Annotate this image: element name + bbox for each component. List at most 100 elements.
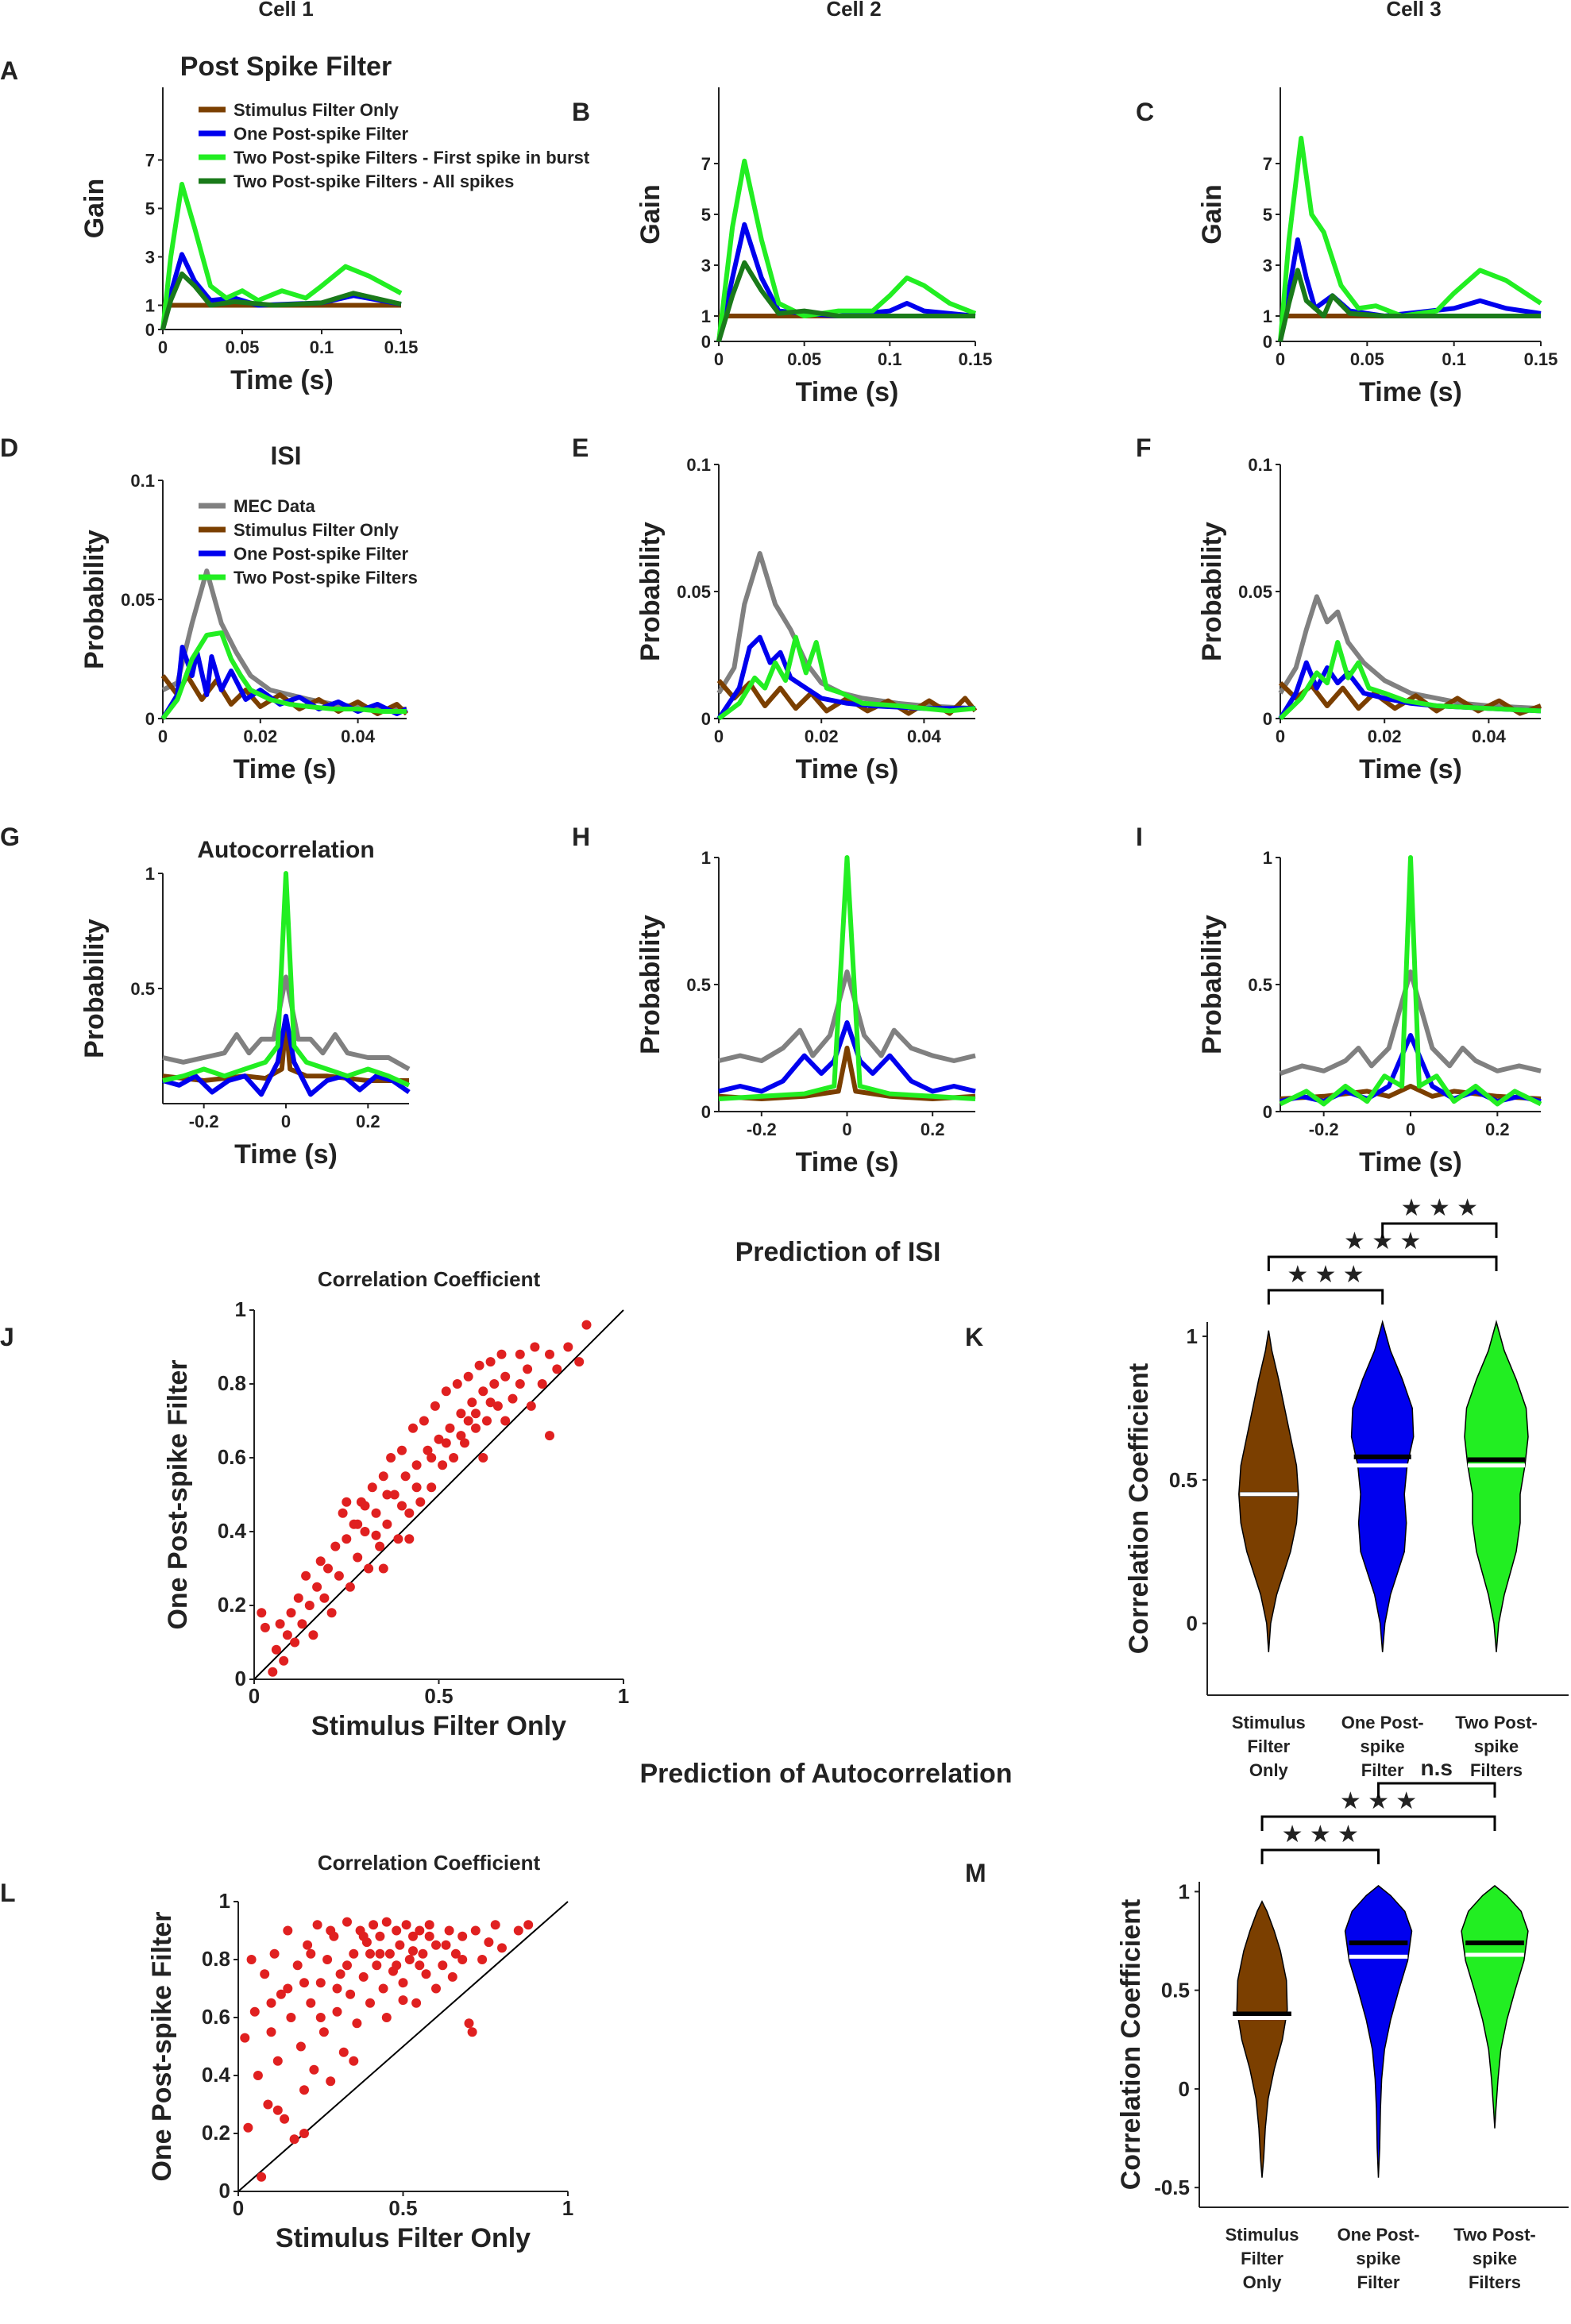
scatter-point-J-35 (389, 1490, 400, 1500)
scatter-point-J-7 (286, 1608, 296, 1618)
scatter-point-L-66 (484, 1937, 494, 1948)
y-tick-label-J: 1 (235, 1297, 246, 1321)
y-tick-label-D: 0.1 (130, 471, 155, 491)
y-tick-label-L: 0.2 (202, 2121, 230, 2145)
x-tick-label-I: -0.2 (1309, 1120, 1339, 1139)
category-label-M-2-0: Two Post- (1453, 2225, 1535, 2245)
significance-bracket-K-2 (1381, 1222, 1498, 1238)
x-tick-label-I: 0.2 (1485, 1120, 1510, 1139)
y-tick-label-M: -0.5 (1154, 2176, 1190, 2199)
scatter-point-L-92 (457, 1955, 468, 1964)
panel-label-J: J (0, 1323, 14, 1351)
category-label-M-0-2: Only (1243, 2272, 1283, 2292)
scatter-point-L-28 (332, 2006, 342, 2017)
scatter-point-L-68 (497, 1943, 507, 1953)
scatter-point-J-11 (301, 1571, 311, 1581)
scatter-point-J-30 (371, 1508, 381, 1518)
y-axis-label-K: Correlation Coefficient (1124, 1363, 1154, 1654)
y-tick-label-J: 0.2 (218, 1593, 246, 1617)
scatter-point-J-0 (257, 1608, 267, 1618)
scatter-point-L-32 (345, 1989, 356, 1999)
series-line-F-3 (1278, 640, 1542, 721)
panel-title-D: ISI (270, 441, 301, 470)
diagonal-line-J (253, 1309, 624, 1680)
scatter-point-L-89 (408, 1946, 418, 1956)
scatter-point-J-54 (460, 1438, 469, 1448)
scatter-point-L-16 (292, 1960, 303, 1971)
scatter-point-L-70 (523, 1920, 534, 1930)
y-axis-label-J: One Post-spike Filter (163, 1359, 193, 1629)
significance-bracket-M-1 (1260, 1815, 1496, 1831)
scatter-point-L-81 (266, 1998, 276, 2008)
scatter-point-J-80 (411, 1482, 422, 1493)
scatter-point-J-93 (404, 1534, 415, 1544)
scatter-point-J-59 (478, 1386, 488, 1397)
category-label-M-1-0: One Post- (1337, 2225, 1420, 2245)
category-label-K-2-0: Two Post- (1455, 1713, 1537, 1732)
scatter-point-L-88 (392, 1960, 402, 1971)
y-tick-label-C: 1 (1263, 306, 1272, 326)
violin-body-M-2 (1461, 1885, 1529, 2129)
scatter-point-J-18 (326, 1608, 337, 1618)
y-tick-label-I: 0 (1263, 1102, 1272, 1122)
x-axis-label-I: Time (s) (1359, 1147, 1462, 1177)
y-axis-label-A: Gain (79, 179, 110, 239)
y-tick-label-M: 0.5 (1161, 1979, 1190, 2002)
legend-label-A-2: Two Post-spike Filters - First spike in … (234, 148, 590, 168)
y-axis-label-B: Gain (635, 184, 666, 245)
panel-label-I: I (1136, 823, 1143, 851)
y-tick-label-B: 0 (701, 332, 711, 352)
x-tick-label-F: 0.02 (1368, 726, 1402, 746)
significance-label-K-2: ★ ★ ★ (1401, 1195, 1478, 1221)
y-tick-label-L: 0.6 (202, 2005, 230, 2029)
x-axis-label-A: Time (s) (230, 365, 334, 395)
y-tick-label-I: 1 (1263, 848, 1272, 868)
scatter-point-L-6 (260, 1969, 270, 1979)
scatter-point-J-40 (408, 1423, 418, 1433)
legend-label-D-3: Two Post-spike Filters (234, 568, 418, 588)
scatter-point-J-58 (474, 1360, 484, 1370)
panel-label-M: M (965, 1859, 986, 1887)
scatter-point-L-94 (299, 2129, 309, 2138)
section-title-autocorrelation: Prediction of Autocorrelation (639, 1759, 1012, 1789)
y-tick-label-C: 0 (1263, 332, 1272, 352)
y-tick-label-K: 1 (1187, 1324, 1198, 1348)
scatter-point-L-85 (342, 1960, 352, 1971)
scatter-point-L-57 (431, 1940, 441, 1950)
category-label-K-2-2: Filters (1470, 1760, 1523, 1780)
series-line-I-0 (1280, 969, 1542, 1076)
scatter-point-J-83 (456, 1431, 466, 1441)
series-line-C-2 (1278, 136, 1542, 342)
scatter-point-L-75 (365, 1948, 375, 1959)
scatter-point-J-72 (552, 1364, 562, 1374)
scatter-point-J-3 (271, 1644, 281, 1655)
scatter-point-L-44 (384, 1948, 395, 1959)
x-tick-label-L: 0.5 (388, 2196, 417, 2220)
significance-bracket-M-2 (1377, 1782, 1496, 1798)
scatter-point-L-53 (415, 1925, 425, 1936)
y-tick-label-G: 1 (145, 864, 155, 884)
scatter-point-J-81 (427, 1453, 437, 1463)
scatter-point-J-76 (360, 1501, 370, 1511)
scatter-point-L-86 (358, 1931, 369, 1941)
scatter-point-L-18 (299, 2085, 309, 2095)
scatter-point-L-59 (444, 1925, 454, 1936)
scatter-point-J-95 (478, 1453, 488, 1463)
scatter-point-L-25 (322, 1955, 333, 1964)
y-tick-label-B: 5 (701, 205, 711, 225)
x-axis-label-D: Time (s) (234, 754, 337, 784)
scatter-point-J-43 (419, 1416, 429, 1426)
y-tick-label-H: 1 (701, 848, 711, 868)
scatter-point-L-39 (369, 1920, 379, 1930)
y-axis-label-I: Probability (1197, 915, 1227, 1054)
scatter-point-J-71 (545, 1349, 554, 1359)
significance-label-K-0: ★ ★ ★ (1287, 1262, 1364, 1288)
x-axis-label-G: Time (s) (234, 1139, 338, 1170)
category-label-M-2-1: spike (1473, 2249, 1517, 2268)
scatter-point-L-67 (490, 1920, 500, 1930)
scatter-point-L-33 (349, 1948, 359, 1959)
legend-label-D-0: MEC Data (234, 496, 315, 516)
x-tick-label-E: 0.02 (805, 726, 839, 746)
